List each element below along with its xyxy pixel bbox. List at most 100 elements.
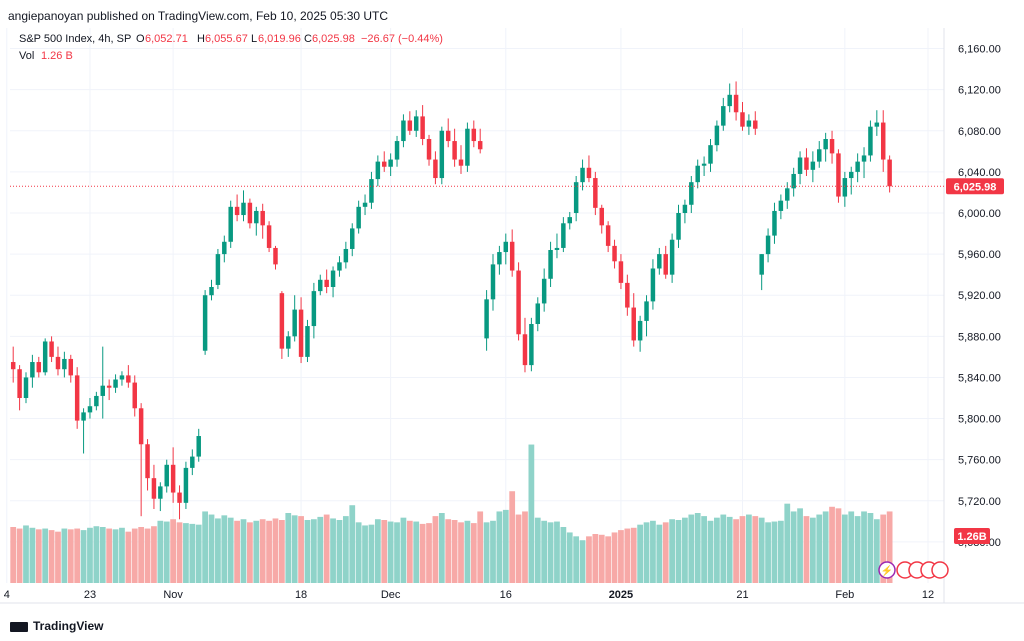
volume-bar [170, 519, 177, 583]
volume-bar [381, 520, 388, 583]
publisher-text: angiepanoyan published on TradingView.co… [8, 9, 389, 23]
candle-body [426, 139, 432, 160]
volume-bar [151, 526, 157, 583]
volume-bar [16, 528, 23, 583]
y-tick-label: 5,840.00 [958, 372, 1001, 384]
volume-bar [183, 523, 189, 583]
y-tick-label: 5,720.00 [958, 496, 1001, 508]
candle-body [362, 202, 368, 207]
volume-bar [624, 528, 631, 583]
volume-bar [547, 522, 554, 583]
candle-body [343, 248, 349, 263]
volume-bar [637, 524, 644, 583]
candle-body [36, 362, 42, 373]
volume-bar [816, 514, 823, 583]
candle-body [42, 341, 48, 373]
volume-bar [534, 517, 541, 583]
volume-bar [426, 523, 432, 583]
x-tick-label: 2025 [609, 589, 633, 601]
volume-bar [227, 517, 234, 583]
volume-bar [522, 511, 528, 583]
candle-body [548, 250, 553, 279]
candle-body [330, 270, 336, 287]
candle-body [778, 200, 784, 211]
volume-bar [349, 505, 356, 583]
candle-body [138, 408, 144, 445]
volume-bar [496, 511, 503, 583]
candle-body [663, 254, 668, 275]
volume-bar [195, 524, 202, 583]
candle-body [356, 206, 361, 229]
volume-bar [330, 518, 336, 583]
candle-body [541, 278, 547, 304]
volume-bar [509, 491, 516, 583]
candle-body [612, 245, 617, 262]
volume-bar [176, 522, 183, 583]
price-axis[interactable]: 5,680.005,720.005,760.005,800.005,840.00… [958, 44, 1001, 549]
volume-bar [400, 517, 407, 583]
candle-body [113, 379, 118, 388]
candle-body [23, 377, 29, 398]
candle-body [580, 167, 585, 183]
volume-bar [279, 520, 285, 583]
candle-body [420, 116, 425, 139]
candle-body [810, 161, 816, 170]
last-price-text: 6,025.98 [954, 181, 997, 193]
candle-body [55, 356, 61, 370]
symbol-label[interactable]: S&P 500 Index, 4h, SP [19, 33, 131, 45]
candle-body [273, 247, 278, 265]
low-value: 6,019.96 [258, 33, 301, 45]
candle-body [452, 141, 457, 160]
candle-body [222, 241, 227, 255]
candle-body [727, 94, 732, 107]
volume-bar [55, 531, 61, 583]
tradingview-logo[interactable]: TradingView [10, 619, 103, 633]
time-axis[interactable]: 4 23 Nov 18 Dec 16 2025 21 Feb 12 [4, 589, 934, 601]
candle-body [382, 161, 387, 167]
volume-bar [29, 527, 36, 583]
candle-body [887, 159, 892, 187]
candle-body [292, 309, 297, 337]
volume-bar [682, 517, 688, 583]
volume-bar [291, 515, 298, 583]
volume-bar [726, 516, 733, 583]
candle-body [593, 178, 598, 208]
candle-body [880, 122, 886, 160]
volume-bar [99, 527, 106, 583]
candle-body [849, 171, 854, 179]
candle-body [170, 464, 176, 493]
y-tick-label: 6,040.00 [958, 167, 1001, 179]
volume-bar [298, 516, 304, 583]
volume-bar [790, 511, 797, 583]
volume-bar [515, 514, 522, 583]
volume-bar [835, 508, 842, 583]
candle-body [785, 188, 790, 201]
candle-body [503, 241, 509, 253]
candle-body [714, 125, 720, 146]
volume-bar [23, 525, 29, 583]
candle-body [740, 112, 745, 127]
candle-body [158, 486, 163, 499]
candle-body [708, 145, 713, 164]
candle-body [413, 116, 419, 131]
volume-bar [368, 524, 375, 583]
candle-body [522, 334, 528, 366]
x-tick-label: Feb [835, 589, 854, 601]
candle-body [394, 141, 400, 160]
volume-bar [630, 527, 637, 583]
candle-body [202, 295, 208, 351]
volume-bar [579, 540, 586, 583]
candle-body [484, 299, 489, 339]
volume-bar [323, 514, 330, 583]
candle-body [388, 159, 393, 167]
candle-body [868, 126, 873, 156]
volume-bar [822, 511, 829, 583]
volume-bar [554, 521, 560, 583]
event-markers[interactable]: ⚡ [878, 561, 949, 579]
volume-bar [157, 520, 164, 583]
candle-body [746, 120, 752, 127]
volume-bar [419, 523, 426, 583]
volume-bar [138, 527, 145, 583]
candle-body [829, 139, 835, 154]
